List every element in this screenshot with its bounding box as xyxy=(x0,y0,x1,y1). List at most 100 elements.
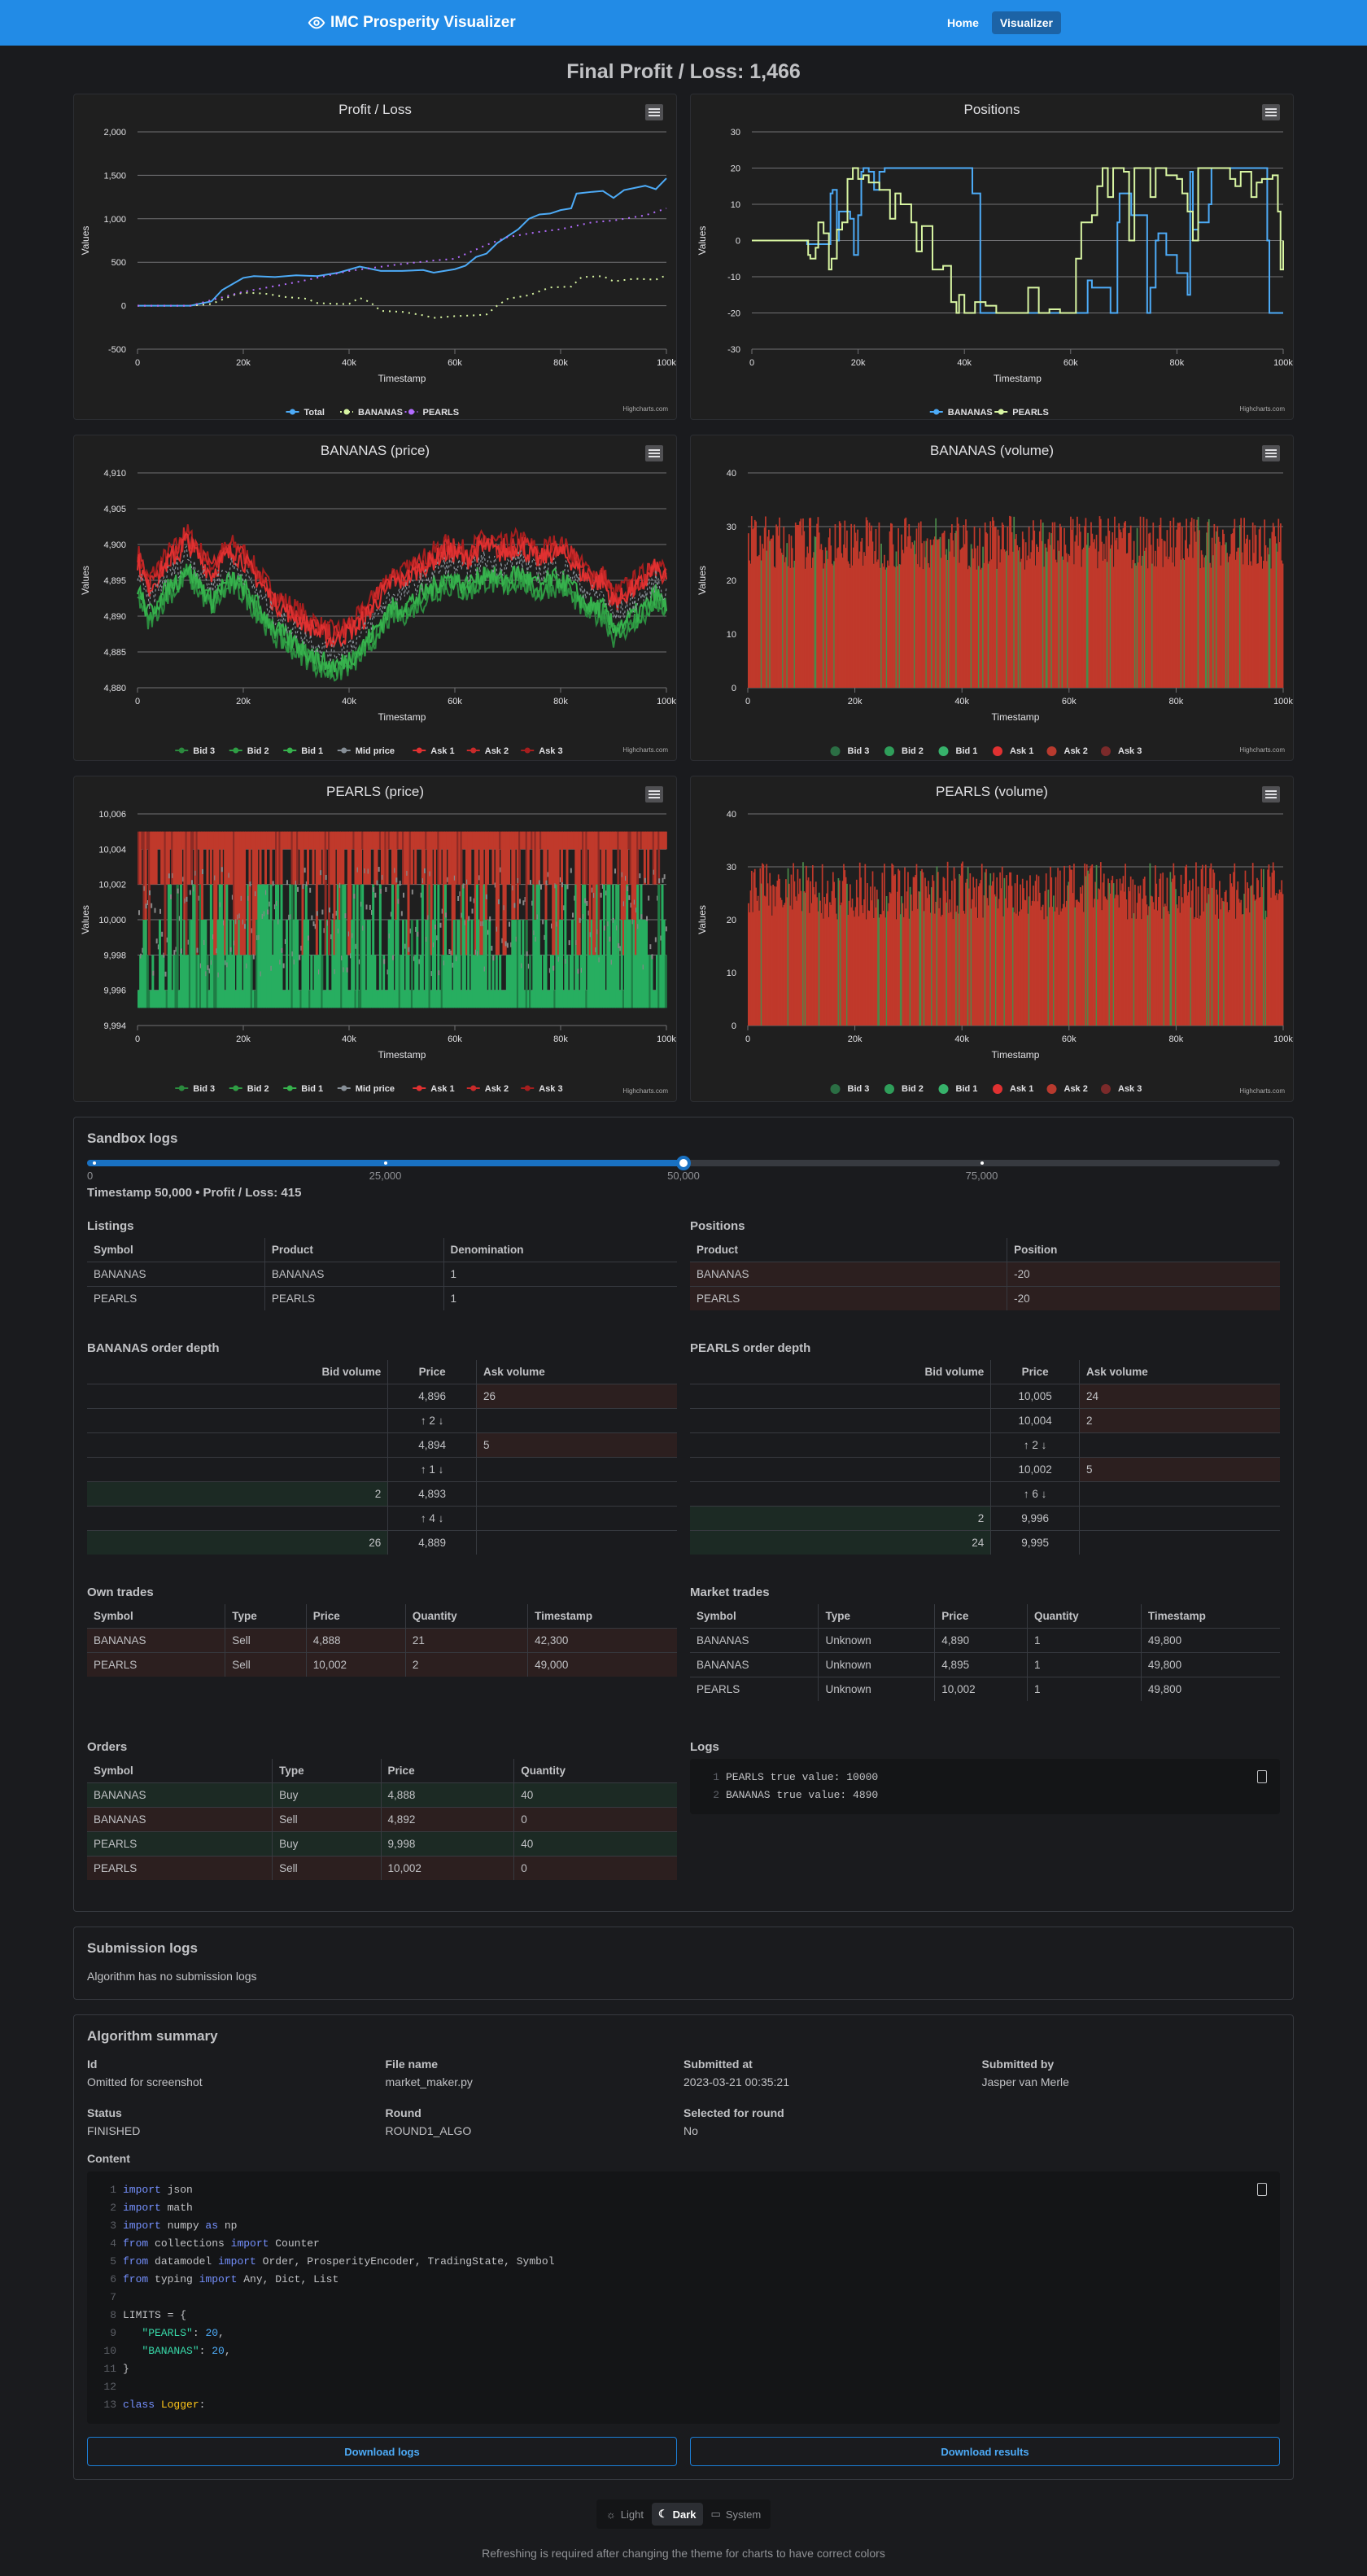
volume-bar xyxy=(811,558,814,688)
legend-item-mid-price[interactable]: Mid price xyxy=(337,1084,395,1094)
brand[interactable]: IMC Prosperity Visualizer xyxy=(308,14,516,32)
volume-bar xyxy=(1120,531,1122,688)
legend-item-bid-2[interactable]: Bid 2 xyxy=(884,1084,924,1094)
legend-item-ask-3[interactable]: Ask 3 xyxy=(1101,1084,1142,1094)
volume-bar xyxy=(894,566,897,688)
ask-mark xyxy=(614,831,616,850)
volume-bar xyxy=(1282,563,1284,688)
legend-item-bid-1[interactable]: Bid 1 xyxy=(283,1084,323,1094)
volume-bar xyxy=(909,536,911,688)
legend-item-bid-1[interactable]: Bid 1 xyxy=(283,746,323,756)
copy-icon[interactable] xyxy=(1257,1770,1267,1783)
legend-item-bid-3[interactable]: Bid 3 xyxy=(175,746,215,756)
theme-option-system[interactable]: ▭ System xyxy=(705,2503,768,2526)
legend-item-ask-1[interactable]: Ask 1 xyxy=(993,1084,1033,1094)
ask-mark xyxy=(442,831,445,956)
bid-mark xyxy=(481,955,484,1008)
mid-mark xyxy=(238,913,241,919)
code-line: 10 "BANANAS": 20, xyxy=(97,2342,1270,2360)
legend-item-ask-1[interactable]: Ask 1 xyxy=(413,1084,455,1094)
x-tick-label: 60k xyxy=(1062,1034,1077,1044)
nav-home[interactable]: Home xyxy=(946,16,979,29)
mid-mark xyxy=(379,889,382,894)
chart-menu-button[interactable] xyxy=(1262,786,1280,803)
volume-bar xyxy=(928,894,931,1026)
theme-option-light[interactable]: ☼ Light xyxy=(600,2503,650,2526)
legend-item-ask-3[interactable]: Ask 3 xyxy=(1101,746,1142,756)
legend-item-bid-3[interactable]: Bid 3 xyxy=(830,1084,870,1094)
bid-mark xyxy=(264,884,267,1008)
legend-item-ask-2[interactable]: Ask 2 xyxy=(466,1084,509,1094)
bid-mark xyxy=(150,990,153,1008)
volume-bar xyxy=(1240,899,1243,1026)
volume-bar xyxy=(994,527,996,688)
legend-item-ask-2[interactable]: Ask 2 xyxy=(1046,746,1088,756)
legend-item-ask-3[interactable]: Ask 3 xyxy=(521,1084,563,1094)
table-cell: 1 xyxy=(1026,1628,1142,1653)
bid-mark xyxy=(349,990,352,1008)
legend-item-bid-3[interactable]: Bid 3 xyxy=(830,746,870,756)
ask-mark xyxy=(233,831,235,956)
legend-item-ask-1[interactable]: Ask 1 xyxy=(413,746,455,756)
legend-item-bananas[interactable]: BANANAS xyxy=(929,408,993,418)
legend-item-ask-1[interactable]: Ask 1 xyxy=(993,746,1033,756)
legend-item-bid-2[interactable]: Bid 2 xyxy=(884,746,924,756)
legend-item-total[interactable]: Total xyxy=(286,408,325,418)
volume-bar xyxy=(770,886,772,1026)
chart-menu-button[interactable] xyxy=(645,445,663,461)
volume-bar xyxy=(837,877,840,1026)
ask-mark xyxy=(400,831,403,850)
legend-item-bananas[interactable]: BANANAS xyxy=(340,408,403,418)
ask-mark xyxy=(483,831,486,850)
logs-code[interactable]: 1 PEARLS true value: 10000 2 BANANAS true v… xyxy=(690,1759,1280,1814)
line-number: 4 xyxy=(110,2237,116,2250)
code-line: 12 xyxy=(97,2378,1270,2396)
volume-bar xyxy=(1077,901,1080,1026)
legend-item-pearls[interactable]: PEARLS xyxy=(994,408,1049,418)
x-axis-label: Timestamp xyxy=(378,711,426,723)
ask-mark xyxy=(578,831,581,956)
legend-item-pearls[interactable]: PEARLS xyxy=(404,408,460,418)
field-label: Id xyxy=(87,2058,98,2071)
volume-bar xyxy=(1125,864,1126,1026)
legend-item-mid-price[interactable]: Mid price xyxy=(337,746,395,756)
bid-mark xyxy=(312,990,315,1008)
legend-item-ask-2[interactable]: Ask 2 xyxy=(1046,1084,1088,1094)
legend-marker xyxy=(470,1085,477,1091)
legend-item-bid-1[interactable]: Bid 1 xyxy=(938,1084,978,1094)
nav-visualizer[interactable]: Visualizer xyxy=(991,11,1061,34)
ask-mark xyxy=(303,831,306,850)
volume-bar xyxy=(915,874,917,1026)
volume-bar xyxy=(887,911,889,1026)
volume-bar xyxy=(901,896,902,1026)
timestamp-slider[interactable] xyxy=(87,1156,1280,1170)
ask-mark xyxy=(594,831,597,956)
legend-item-bid-1[interactable]: Bid 1 xyxy=(938,746,978,756)
mid-mark xyxy=(332,913,334,919)
download-results-button[interactable]: Download results xyxy=(690,2437,1280,2466)
chart-menu-button[interactable] xyxy=(645,104,663,120)
download-logs-button[interactable]: Download logs xyxy=(87,2437,677,2466)
legend-item-bid-2[interactable]: Bid 2 xyxy=(229,1084,269,1094)
bid-mark xyxy=(649,955,652,1008)
volume-bar xyxy=(963,913,966,1026)
legend-item-bid-3[interactable]: Bid 3 xyxy=(175,1084,215,1094)
volume-bar xyxy=(1132,879,1134,1026)
slider-mark-label: 25,000 xyxy=(369,1170,402,1182)
content-code[interactable]: 1 import json 2 import math 3 import numpy as… xyxy=(87,2171,1280,2424)
table-row: 10,005 24 xyxy=(690,1384,1280,1409)
legend-item-bid-2[interactable]: Bid 2 xyxy=(229,746,269,756)
legend-item-ask-2[interactable]: Ask 2 xyxy=(466,746,509,756)
bid-mark xyxy=(511,920,514,1008)
copy-icon[interactable] xyxy=(1257,2183,1267,2196)
chart-menu-button[interactable] xyxy=(1262,104,1280,120)
theme-option-dark[interactable]: ☾ Dark xyxy=(651,2503,703,2526)
volume-bar xyxy=(977,886,980,1026)
volume-bar xyxy=(826,893,828,1026)
chart-menu-button[interactable] xyxy=(1262,445,1280,461)
mid-mark xyxy=(575,940,578,946)
legend-item-ask-3[interactable]: Ask 3 xyxy=(521,746,563,756)
volume-bar xyxy=(1138,886,1139,1026)
slider-thumb[interactable] xyxy=(676,1156,691,1170)
chart-menu-button[interactable] xyxy=(645,786,663,803)
